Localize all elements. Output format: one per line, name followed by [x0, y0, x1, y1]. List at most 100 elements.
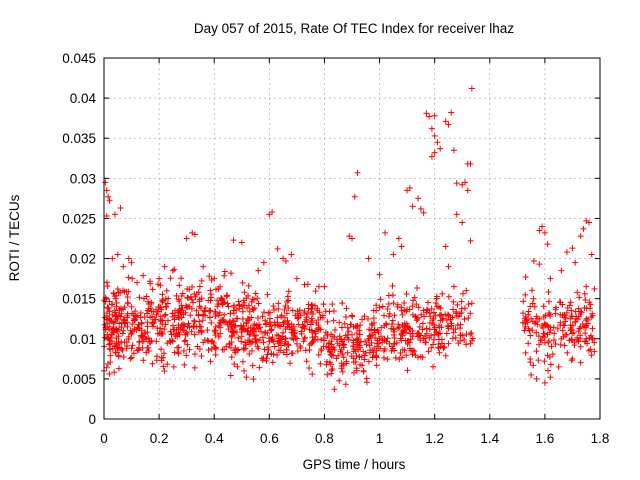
- data-point: [357, 322, 364, 329]
- data-point: [532, 318, 539, 325]
- data-point: [577, 233, 584, 240]
- data-point: [129, 275, 136, 282]
- data-point: [398, 307, 405, 314]
- data-point: [522, 291, 529, 298]
- data-point: [577, 308, 584, 315]
- data-point: [103, 213, 110, 220]
- data-point: [411, 294, 418, 301]
- data-point: [127, 355, 134, 362]
- data-point: [107, 352, 114, 359]
- data-point: [584, 320, 591, 327]
- data-point: [344, 349, 351, 356]
- data-point: [450, 147, 457, 154]
- data-point: [208, 345, 215, 352]
- data-point: [439, 290, 446, 297]
- data-point: [115, 365, 122, 372]
- data-point: [140, 338, 147, 345]
- data-point: [536, 261, 543, 268]
- data-point: [341, 320, 348, 327]
- data-point: [104, 334, 111, 341]
- data-point: [262, 317, 269, 324]
- data-point: [545, 298, 552, 305]
- data-point: [128, 354, 135, 361]
- x-tick-label: 1: [376, 431, 384, 446]
- data-point: [269, 209, 276, 216]
- data-point: [467, 160, 474, 167]
- data-point: [318, 346, 325, 353]
- data-point: [425, 348, 432, 355]
- data-point: [530, 257, 537, 264]
- data-point: [215, 285, 222, 292]
- data-point: [582, 330, 589, 337]
- data-point: [445, 263, 452, 270]
- data-point: [465, 314, 472, 321]
- data-point: [353, 330, 360, 337]
- data-point: [129, 321, 136, 328]
- data-point: [112, 325, 119, 332]
- data-point: [467, 331, 474, 338]
- data-point: [282, 326, 289, 333]
- data-point: [125, 274, 132, 281]
- data-point: [169, 267, 176, 274]
- data-point: [231, 329, 238, 336]
- data-point: [544, 331, 551, 338]
- data-point: [196, 346, 203, 353]
- data-point: [147, 305, 154, 312]
- data-point: [107, 346, 114, 353]
- data-point: [140, 357, 147, 364]
- data-point: [337, 348, 344, 355]
- data-point: [524, 319, 531, 326]
- data-point: [277, 347, 284, 354]
- data-point: [284, 298, 291, 305]
- data-point: [254, 315, 261, 322]
- data-point: [354, 169, 361, 176]
- data-point: [243, 319, 250, 326]
- data-point: [458, 298, 465, 305]
- data-point: [457, 325, 464, 332]
- data-point: [467, 237, 474, 244]
- data-point: [283, 310, 290, 317]
- data-point: [389, 317, 396, 324]
- data-point: [453, 308, 460, 315]
- data-point: [184, 331, 191, 338]
- data-point: [527, 355, 534, 362]
- data-point: [559, 327, 566, 334]
- data-point: [149, 360, 156, 367]
- y-tick-label: 0: [88, 412, 96, 427]
- data-point: [275, 300, 282, 307]
- data-point: [431, 149, 438, 156]
- data-point: [182, 309, 189, 316]
- data-point: [430, 309, 437, 316]
- data-point: [564, 305, 571, 312]
- data-point: [101, 321, 108, 328]
- data-point: [146, 278, 153, 285]
- data-point: [469, 335, 476, 342]
- data-point: [442, 118, 449, 125]
- data-point: [568, 357, 575, 364]
- data-point: [569, 355, 576, 362]
- data-point: [261, 346, 268, 353]
- data-point: [415, 304, 422, 311]
- data-point: [530, 295, 537, 302]
- data-point: [104, 283, 111, 290]
- data-point: [190, 322, 197, 329]
- data-point: [557, 341, 564, 348]
- data-point: [304, 319, 311, 326]
- data-point: [280, 329, 287, 336]
- data-point: [268, 327, 275, 334]
- data-point: [541, 229, 548, 236]
- data-point: [433, 329, 440, 336]
- data-point: [441, 344, 448, 351]
- data-point: [217, 317, 224, 324]
- data-point: [186, 346, 193, 353]
- data-point: [589, 336, 596, 343]
- data-point: [112, 295, 119, 302]
- data-point: [201, 336, 208, 343]
- data-point: [366, 326, 373, 333]
- data-point: [249, 362, 256, 369]
- data-point: [303, 314, 310, 321]
- data-point: [382, 345, 389, 352]
- data-point: [289, 307, 296, 314]
- data-point: [283, 351, 290, 358]
- data-point: [379, 303, 386, 310]
